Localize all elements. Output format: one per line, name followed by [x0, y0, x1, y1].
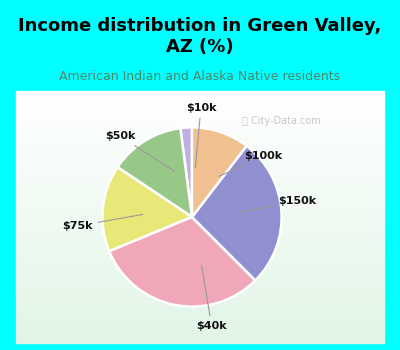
Bar: [16, 167, 384, 171]
Bar: [16, 137, 384, 141]
Wedge shape: [118, 128, 192, 217]
Bar: [16, 196, 384, 200]
Bar: [16, 293, 384, 297]
Bar: [16, 255, 384, 259]
Bar: [16, 188, 384, 192]
Bar: [16, 225, 384, 230]
Wedge shape: [192, 146, 282, 280]
Bar: [16, 221, 384, 225]
Bar: [16, 150, 384, 154]
Text: American Indian and Alaska Native residents: American Indian and Alaska Native reside…: [60, 70, 340, 83]
Bar: [16, 314, 384, 318]
Wedge shape: [192, 127, 246, 217]
Bar: [16, 335, 384, 339]
Bar: [16, 116, 384, 120]
Bar: [16, 141, 384, 146]
Bar: [16, 171, 384, 175]
Bar: [16, 267, 384, 272]
Bar: [16, 91, 384, 95]
Bar: [16, 326, 384, 330]
Bar: [16, 230, 384, 234]
Bar: [16, 272, 384, 276]
Bar: [16, 120, 384, 125]
Bar: [16, 330, 384, 335]
Bar: [16, 112, 384, 116]
Bar: [16, 280, 384, 284]
Bar: [16, 234, 384, 238]
Bar: [16, 251, 384, 255]
Bar: [16, 217, 384, 221]
Bar: [16, 288, 384, 293]
Bar: [16, 309, 384, 314]
Bar: [16, 301, 384, 305]
Wedge shape: [109, 217, 255, 307]
Bar: [16, 129, 384, 133]
Text: $100k: $100k: [219, 151, 283, 176]
Bar: [16, 146, 384, 150]
Bar: [16, 297, 384, 301]
Bar: [16, 318, 384, 322]
Bar: [16, 108, 384, 112]
Bar: [16, 179, 384, 183]
Bar: [16, 133, 384, 137]
Wedge shape: [102, 167, 192, 251]
Text: $10k: $10k: [186, 103, 216, 168]
Bar: [16, 104, 384, 108]
Bar: [16, 192, 384, 196]
Bar: [16, 162, 384, 167]
Text: Ⓐ City-Data.com: Ⓐ City-Data.com: [242, 116, 320, 126]
Bar: [16, 263, 384, 267]
Text: $50k: $50k: [105, 131, 175, 172]
Bar: [16, 200, 384, 204]
Bar: [16, 246, 384, 251]
Bar: [16, 154, 384, 158]
Bar: [16, 284, 384, 288]
Text: Income distribution in Green Valley,
AZ (%): Income distribution in Green Valley, AZ …: [18, 17, 382, 56]
Bar: [16, 259, 384, 263]
Bar: [16, 204, 384, 209]
Bar: [16, 276, 384, 280]
Bar: [16, 213, 384, 217]
Text: $40k: $40k: [196, 265, 227, 331]
Bar: [16, 238, 384, 242]
Text: $150k: $150k: [241, 196, 317, 212]
Bar: [16, 99, 384, 104]
Bar: [16, 158, 384, 162]
Bar: [16, 95, 384, 99]
Bar: [16, 175, 384, 179]
Bar: [16, 209, 384, 213]
Bar: [16, 183, 384, 188]
Bar: [16, 125, 384, 129]
Bar: [16, 305, 384, 309]
Bar: [16, 339, 384, 343]
Text: $75k: $75k: [62, 215, 143, 231]
Bar: [16, 322, 384, 326]
Bar: [16, 242, 384, 246]
Wedge shape: [180, 127, 192, 217]
